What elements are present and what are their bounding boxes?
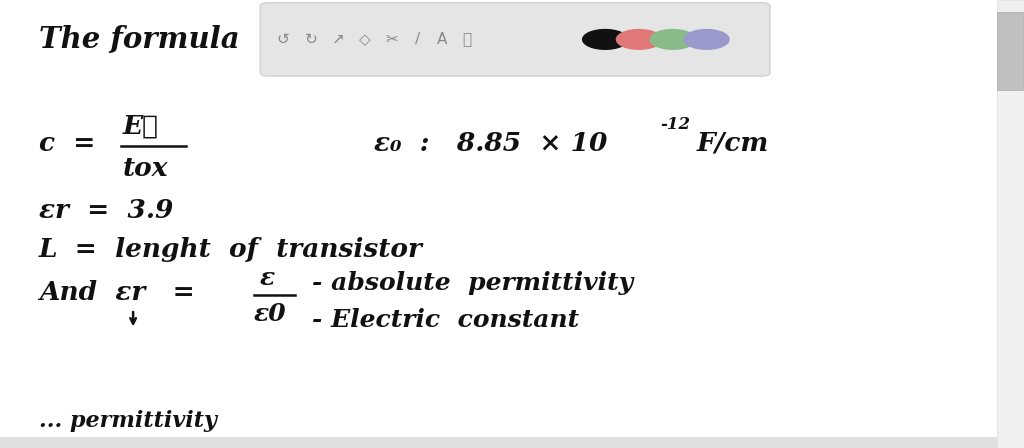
Text: ε₀  :   8.85  × 10: ε₀ : 8.85 × 10: [374, 131, 607, 156]
Text: ◇: ◇: [358, 32, 371, 47]
Text: c  =: c =: [39, 131, 95, 156]
FancyBboxPatch shape: [997, 13, 1024, 90]
Text: -12: -12: [660, 116, 690, 133]
Bar: [997, 0, 1024, 448]
Text: ↻: ↻: [305, 32, 317, 47]
Text: ✂: ✂: [386, 32, 398, 47]
Text: - Electric  constant: - Electric constant: [312, 308, 580, 332]
Text: ε: ε: [260, 266, 275, 290]
Text: Eℓ: Eℓ: [123, 114, 159, 139]
Circle shape: [650, 30, 695, 49]
Text: ∕: ∕: [415, 32, 421, 47]
Text: - absolute  permittivity: - absolute permittivity: [312, 271, 634, 295]
Text: F/cm: F/cm: [696, 131, 769, 156]
Text: ↺: ↺: [276, 32, 289, 47]
Text: εr  =  3.9: εr = 3.9: [39, 198, 173, 223]
Text: 🖼: 🖼: [463, 32, 471, 47]
Text: ... permittivity: ... permittivity: [39, 410, 217, 432]
Circle shape: [616, 30, 662, 49]
Circle shape: [583, 30, 628, 49]
Text: A: A: [437, 32, 447, 47]
Text: ↗: ↗: [332, 32, 344, 47]
Text: tox: tox: [123, 155, 168, 181]
Text: The formula: The formula: [39, 25, 240, 54]
Text: L  =  lenght  of  transistor: L = lenght of transistor: [39, 237, 423, 262]
Bar: [0, 437, 997, 448]
Text: And  εr   =: And εr =: [39, 280, 195, 305]
FancyBboxPatch shape: [260, 3, 770, 76]
Circle shape: [684, 30, 729, 49]
Text: ε0: ε0: [254, 302, 287, 326]
